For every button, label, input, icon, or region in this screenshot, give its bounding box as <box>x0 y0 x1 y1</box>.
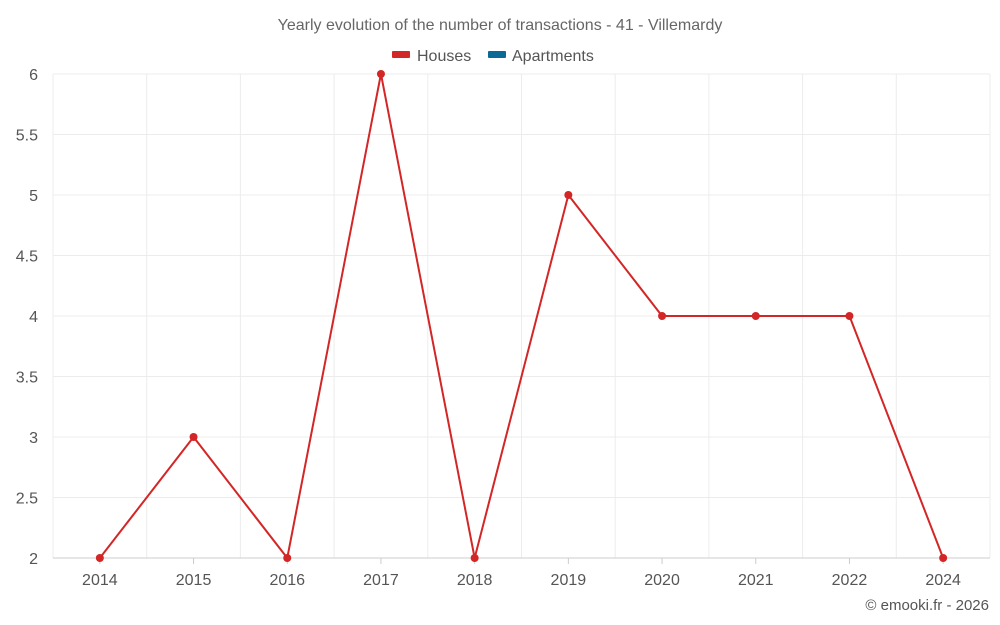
legend: Houses Apartments <box>392 48 594 65</box>
axes: 2 2.5 3 3.5 4 4.5 5 5.5 6 2014 2015 2016 2017 2018 201… <box>16 67 990 589</box>
data-point-houses[interactable] <box>658 312 667 320</box>
x-tick-label: 2014 <box>82 572 118 589</box>
x-tick-label: 2018 <box>457 572 493 589</box>
data-point-houses[interactable] <box>470 554 479 562</box>
x-tick-label: 2017 <box>363 572 399 589</box>
data-point-houses[interactable] <box>95 554 104 562</box>
data-point-houses[interactable] <box>751 312 760 320</box>
series-line-houses <box>99 73 945 559</box>
data-point-houses[interactable] <box>564 191 573 199</box>
y-tick-label: 3 <box>29 430 38 447</box>
chart-title: Yearly evolution of the number of transa… <box>278 17 723 34</box>
x-tick-label: 2024 <box>925 572 961 589</box>
x-tick-label: 2022 <box>832 572 868 589</box>
x-tick-label: 2016 <box>269 572 305 589</box>
legend-item-houses[interactable]: Houses <box>392 48 471 65</box>
y-tick-label: 2 <box>29 551 38 568</box>
y-tick-label: 5 <box>29 188 38 205</box>
legend-swatch-apartments <box>488 51 506 58</box>
credit-text: © emooki.fr - 2026 <box>865 597 989 614</box>
legend-swatch-houses <box>392 51 410 58</box>
legend-label-apartments: Apartments <box>512 48 594 65</box>
x-tick-label: 2020 <box>644 572 680 589</box>
y-tick-label: 6 <box>29 67 38 84</box>
x-tick-label: 2021 <box>738 572 774 589</box>
y-tick-label: 2.5 <box>16 491 38 508</box>
y-tick-label: 4.5 <box>16 249 38 266</box>
data-point-houses[interactable] <box>939 554 948 562</box>
data-point-houses[interactable] <box>845 312 854 320</box>
x-tick-label: 2015 <box>176 572 212 589</box>
y-tick-label: 3.5 <box>16 370 38 387</box>
data-point-houses[interactable] <box>283 554 292 562</box>
y-tick-label: 4 <box>29 309 38 326</box>
y-tick-label: 5.5 <box>16 128 38 145</box>
legend-label-houses: Houses <box>417 48 471 65</box>
data-point-houses[interactable] <box>376 70 385 78</box>
x-tick-label: 2019 <box>551 572 587 589</box>
legend-item-apartments[interactable]: Apartments <box>488 48 594 65</box>
series <box>95 70 948 562</box>
data-point-houses[interactable] <box>189 433 198 441</box>
